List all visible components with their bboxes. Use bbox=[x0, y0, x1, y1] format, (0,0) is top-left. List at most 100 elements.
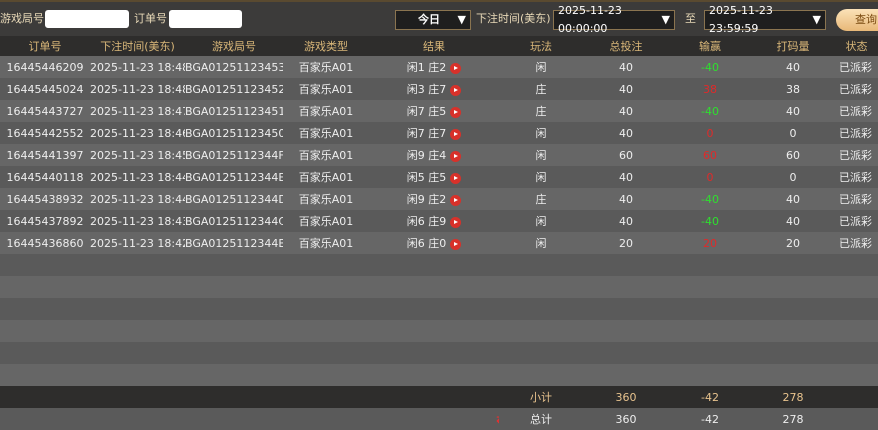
result-value: 闲6 庄0 bbox=[406, 237, 447, 250]
refresh-swap-icon[interactable]: ⇄ bbox=[496, 413, 499, 426]
cell-order: 16445436860 bbox=[0, 232, 90, 254]
cell-valid: 40 bbox=[751, 210, 835, 232]
cell-result: 闲6 庄0 bbox=[369, 232, 499, 254]
filter-bar: 游戏局号 订单号 今日 ▼ 下注时间(美东) 2025-11-23 00:00:0… bbox=[0, 0, 878, 36]
play-value: 庄 bbox=[535, 83, 547, 96]
cell-play: 闲 bbox=[499, 232, 583, 254]
win-value: 38 bbox=[703, 82, 717, 96]
table-row[interactable]: 16445440118 2025-11-23 18:44 BGA0125112344… bbox=[0, 166, 878, 188]
status-value: 已派彩 bbox=[839, 149, 872, 162]
cell-order: 16445442552 bbox=[0, 122, 90, 144]
cell-win: 0 bbox=[669, 166, 751, 188]
type-value: 百家乐A01 bbox=[298, 215, 354, 228]
bet-value: 40 bbox=[619, 60, 633, 74]
play-replay-icon[interactable] bbox=[450, 216, 462, 228]
cell-round: BGA0125112344D bbox=[185, 188, 283, 210]
cell-bet: 40 bbox=[583, 210, 669, 232]
cell-valid: 40 bbox=[751, 100, 835, 122]
cell-valid: 40 bbox=[751, 56, 835, 78]
round-input[interactable] bbox=[45, 10, 129, 28]
start-time-select[interactable]: 2025-11-23 00:00:00 ▼ bbox=[553, 4, 675, 35]
play-value: 闲 bbox=[535, 127, 547, 140]
cell-round: BGA0125112344E bbox=[185, 166, 283, 188]
play-replay-icon[interactable] bbox=[450, 62, 462, 74]
cell-round: BGA01251123453 bbox=[185, 56, 283, 78]
order-value: 16445441397 bbox=[6, 148, 84, 162]
table-header: 订单号 下注时间(美东) 游戏局号 游戏类型 结果 玩法 总投注 输赢 打码量 状态 bbox=[0, 36, 878, 56]
bet-value: 40 bbox=[619, 126, 633, 140]
table-row[interactable]: 16445446209 2025-11-23 18:48 BGA0125112345… bbox=[0, 56, 878, 78]
order-value: 16445436860 bbox=[6, 236, 84, 250]
query-button[interactable]: 查询 bbox=[836, 9, 878, 31]
valid-value: 60 bbox=[786, 148, 800, 162]
time-value: 2025-11-23 18:45 bbox=[90, 148, 185, 162]
cell-bet: 60 bbox=[583, 144, 669, 166]
play-replay-icon[interactable] bbox=[450, 128, 462, 140]
type-value: 百家乐A01 bbox=[298, 149, 354, 162]
time-value: 2025-11-23 18:42 bbox=[90, 236, 185, 250]
cell-result: 闲1 庄2 bbox=[369, 56, 499, 78]
table-row[interactable]: 16445438932 2025-11-23 18:44 BGA0125112344… bbox=[0, 188, 878, 210]
subtotal-bet: 360 bbox=[583, 386, 669, 408]
play-replay-icon[interactable] bbox=[450, 238, 462, 250]
period-select[interactable]: 今日 ▼ bbox=[395, 10, 471, 30]
win-value: 60 bbox=[703, 148, 717, 162]
table-row[interactable]: 16445442552 2025-11-23 18:46 BGA0125112345… bbox=[0, 122, 878, 144]
bet-value: 40 bbox=[619, 104, 633, 118]
round-value: BGA01251123451 bbox=[185, 104, 283, 118]
cell-status: 已派彩 bbox=[835, 210, 878, 232]
cell-result: 闲6 庄9 bbox=[369, 210, 499, 232]
play-value: 闲 bbox=[535, 237, 547, 250]
end-time-select[interactable]: 2025-11-23 23:59:59 ▼ bbox=[704, 4, 826, 35]
time-label: 下注时间(美东) bbox=[476, 12, 551, 25]
round-value: BGA01251123450 bbox=[185, 126, 283, 140]
subtotal-valid: 278 bbox=[751, 386, 835, 408]
bet-value: 60 bbox=[619, 148, 633, 162]
round-value: BGA0125112344D bbox=[185, 192, 283, 206]
result-value: 闲7 庄5 bbox=[406, 105, 447, 118]
result-value: 闲9 庄2 bbox=[406, 193, 447, 206]
cell-order: 16445443727 bbox=[0, 100, 90, 122]
cell-status: 已派彩 bbox=[835, 78, 878, 100]
cell-valid: 20 bbox=[751, 232, 835, 254]
play-replay-icon[interactable] bbox=[450, 84, 462, 96]
play-replay-icon[interactable] bbox=[450, 194, 462, 206]
order-value: 16445446209 bbox=[6, 60, 84, 74]
table-row[interactable]: 16445443727 2025-11-23 18:47 BGA0125112345… bbox=[0, 100, 878, 122]
total-label: 总计 bbox=[499, 408, 583, 430]
round-value: BGA0125112344B bbox=[185, 236, 283, 250]
column-header: 结果 bbox=[369, 36, 499, 56]
cell-status: 已派彩 bbox=[835, 100, 878, 122]
play-replay-icon[interactable] bbox=[450, 150, 462, 162]
total-bet: 360 bbox=[583, 408, 669, 430]
cell-order: 16445437892 bbox=[0, 210, 90, 232]
cell-result: 闲3 庄7 bbox=[369, 78, 499, 100]
play-replay-icon[interactable] bbox=[450, 106, 462, 118]
cell-win: 20 bbox=[669, 232, 751, 254]
order-input[interactable] bbox=[169, 10, 242, 28]
cell-bet: 40 bbox=[583, 56, 669, 78]
empty-row bbox=[0, 320, 878, 342]
time-value: 2025-11-23 18:46 bbox=[90, 126, 185, 140]
win-value: 0 bbox=[706, 170, 714, 184]
valid-value: 40 bbox=[786, 60, 800, 74]
time-value: 2025-11-23 18:44 bbox=[90, 192, 185, 206]
cell-order: 16445440118 bbox=[0, 166, 90, 188]
table-row[interactable]: 16445441397 2025-11-23 18:45 BGA0125112344… bbox=[0, 144, 878, 166]
play-replay-icon[interactable] bbox=[450, 172, 462, 184]
table-row[interactable]: 16445437892 2025-11-23 18:43 BGA0125112344… bbox=[0, 210, 878, 232]
cell-win: 60 bbox=[669, 144, 751, 166]
bet-value: 40 bbox=[619, 192, 633, 206]
win-value: -40 bbox=[701, 104, 719, 118]
cell-play: 庄 bbox=[499, 78, 583, 100]
table-row[interactable]: 16445436860 2025-11-23 18:42 BGA0125112344… bbox=[0, 232, 878, 254]
empty-row bbox=[0, 342, 878, 364]
order-value: 16445443727 bbox=[6, 104, 84, 118]
cell-result: 闲9 庄2 bbox=[369, 188, 499, 210]
table-row[interactable]: 16445445024 2025-11-23 18:48 BGA0125112345… bbox=[0, 78, 878, 100]
cell-result: 闲7 庄7 bbox=[369, 122, 499, 144]
cell-result: 闲5 庄5 bbox=[369, 166, 499, 188]
cell-bet: 40 bbox=[583, 78, 669, 100]
status-value: 已派彩 bbox=[839, 83, 872, 96]
empty-row bbox=[0, 364, 878, 386]
